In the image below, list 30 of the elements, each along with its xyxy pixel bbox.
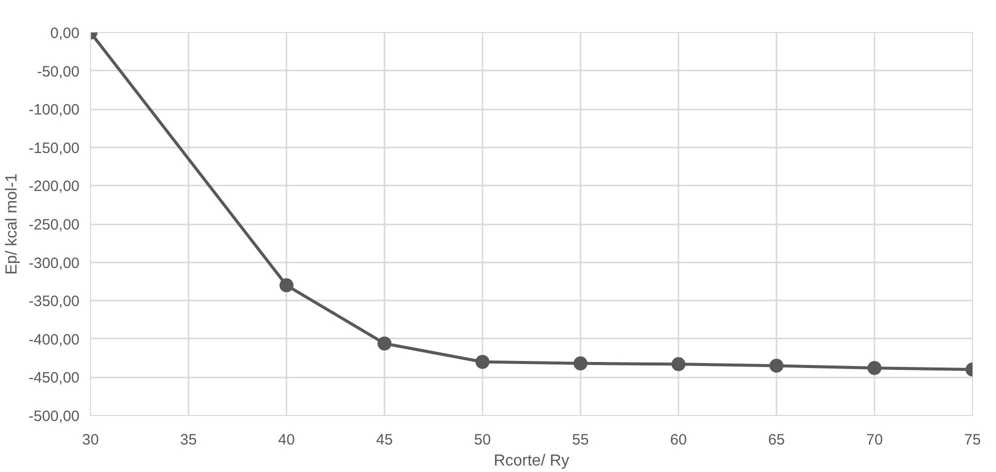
y-tick-label: -100,00	[28, 102, 80, 119]
y-tick-label: -250,00	[28, 216, 80, 234]
y-tick-label: -350,00	[28, 293, 80, 310]
x-tick-label: 35	[180, 432, 197, 448]
point	[378, 336, 392, 350]
y-tick-label: -450,00	[28, 370, 80, 387]
point	[770, 358, 784, 373]
x-axis-title: Rcorte/ Ry	[494, 452, 570, 470]
x-tick-label: 65	[768, 432, 785, 448]
y-tick-label: -200,00	[28, 178, 80, 196]
point	[672, 357, 686, 372]
point	[476, 354, 490, 369]
y-axis-title: Ep/ kcal mol-1	[4, 173, 21, 275]
point	[868, 361, 882, 375]
x-tick-label: 70	[866, 432, 883, 448]
y-tick-label: -300,00	[28, 254, 80, 272]
y-tick-label: 0,00	[50, 25, 80, 42]
x-tick-label: 60	[670, 432, 687, 448]
y-tick-label: -150,00	[28, 140, 80, 157]
y-tick-label: -500,00	[28, 408, 80, 425]
x-tick-label: 45	[376, 432, 393, 448]
x-tick-label: 75	[964, 432, 981, 448]
point	[574, 356, 588, 370]
point	[280, 278, 294, 292]
y-tick-label: -50,00	[36, 63, 80, 80]
y-tick-label: -400,00	[28, 331, 80, 348]
x-tick-label: 55	[572, 432, 589, 448]
x-tick-label: 30	[82, 432, 99, 448]
x-tick-label: 50	[474, 432, 491, 448]
x-tick-label: 40	[278, 432, 295, 448]
